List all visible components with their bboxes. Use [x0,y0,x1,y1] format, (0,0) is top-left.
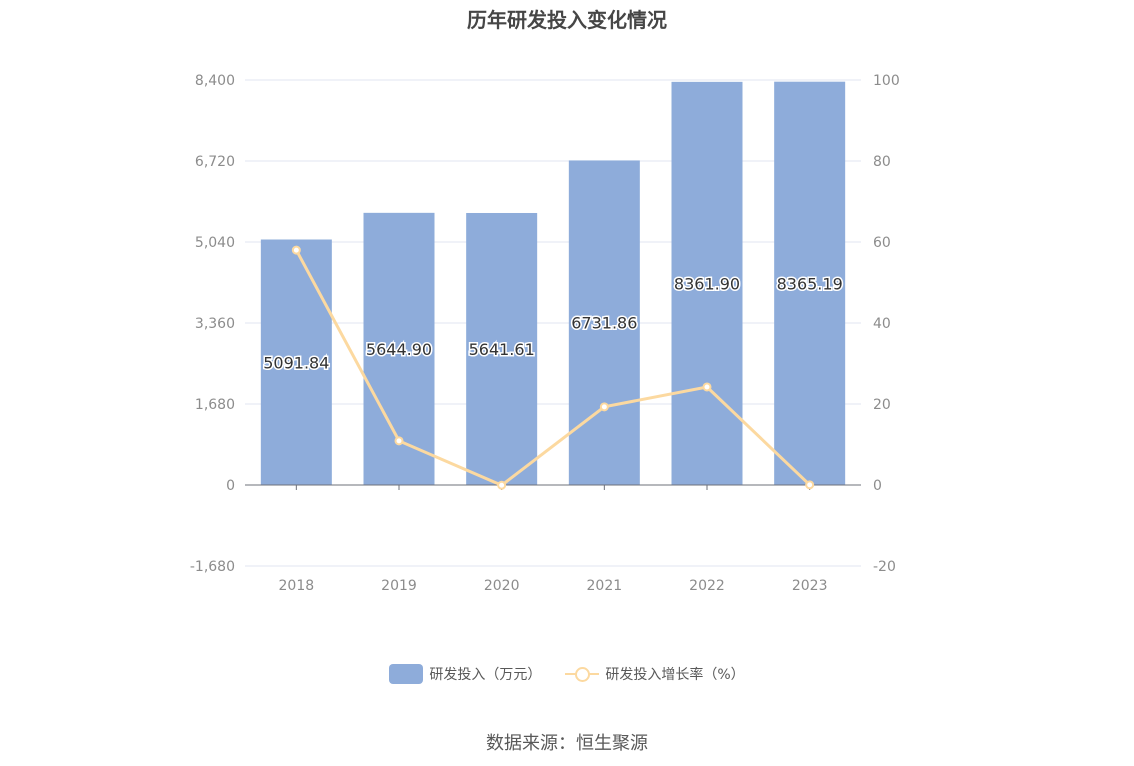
bar [260,239,332,485]
chart-title: 历年研发投入变化情况 [467,8,667,32]
legend-bar-label: 研发投入（万元） [429,667,542,683]
x-tick-label: 2022 [689,578,725,594]
y-left-tick-label: 5,040 [195,235,235,251]
x-tick-label: 2023 [792,578,828,594]
y-left-tick-label: 3,360 [195,316,235,332]
y-right-tick-label: 0 [873,478,882,494]
growth-point [805,480,815,490]
bar-data-label: 8361.90 [674,274,740,293]
bar [568,160,640,486]
legend-bar-swatch [389,664,424,684]
y-right-tick-label: 60 [873,235,891,251]
legend-line-swatch [565,664,600,684]
y-left-tick-label: 6,720 [195,154,235,170]
source-note: 数据来源：恒生聚源 [486,733,648,754]
x-tick-label: 2021 [587,578,623,594]
legend-item-line[interactable]: 研发投入增长率（%） [565,664,745,684]
bar [774,81,846,485]
y-left-tick-label: 0 [226,478,235,494]
legend-item-bar[interactable]: 研发投入（万元） [389,664,541,684]
x-tick-label: 2019 [381,578,417,594]
legend: 研发投入（万元） 研发投入增长率（%） [0,664,1134,684]
y-right-tick-label: -20 [873,559,896,575]
x-tick-label: 2018 [279,578,315,594]
bar [671,81,743,485]
bar-data-label: 8365.19 [777,274,843,293]
y-left-tick-label: -1,680 [190,559,235,575]
y-right-tick-label: 80 [873,154,891,170]
growth-point [291,245,301,255]
y-right-tick-label: 20 [873,397,891,413]
bar-data-label: 6731.86 [571,314,637,333]
bar [466,212,538,485]
bar-data-label: 5091.84 [263,353,329,372]
x-tick-label: 2020 [484,578,520,594]
growth-point [497,480,507,490]
bar-data-label: 5644.90 [366,340,432,359]
y-right-tick-label: 100 [873,73,900,89]
growth-point [702,382,712,392]
bar-data-label: 5641.61 [469,340,535,359]
y-left-tick-label: 1,680 [195,397,235,413]
growth-point [599,402,609,412]
growth-point [394,436,404,446]
growth-line [295,249,811,487]
legend-line-label: 研发投入增长率（%） [605,667,745,683]
y-left-tick-label: 8,400 [195,73,235,89]
y-right-tick-label: 40 [873,316,891,332]
